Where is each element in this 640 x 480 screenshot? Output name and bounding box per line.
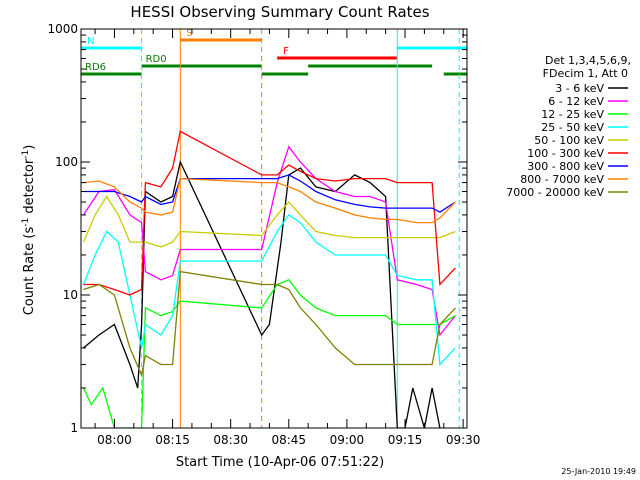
- y-axis-label-part: Count Rate (s: [22, 227, 37, 316]
- series-line: [83, 160, 441, 428]
- legend-header-line: Det 1,3,4,5,6,9,: [545, 54, 631, 67]
- flag-label: RD6: [85, 62, 106, 73]
- x-tick-label: 09:30: [446, 433, 481, 447]
- y-tick-label: 1: [70, 421, 78, 435]
- x-tick-label: 08:00: [97, 433, 132, 447]
- legend-label: 6 - 12 keV: [548, 95, 604, 108]
- chart-title: HESSI Observing Summary Count Rates: [130, 3, 429, 21]
- plot-frame: [80, 28, 468, 429]
- legend-label: 25 - 50 keV: [541, 121, 604, 134]
- y-axis-label-sup: -1: [21, 218, 31, 227]
- y-tick-label: 10: [63, 288, 78, 302]
- flag-vlines: [141, 29, 460, 428]
- footer-timestamp: 25-Jan-2010 19:49: [561, 467, 636, 476]
- y-axis-label-part: detector: [22, 158, 37, 218]
- legend: Det 1,3,4,5,6,9, FDecim 1, Att 0 3 - 6 k…: [506, 54, 631, 199]
- flag-label: RD0: [146, 54, 167, 65]
- series-line: [83, 177, 456, 224]
- series-lines: [82, 130, 456, 428]
- y-axis-ticks: 1 10 100 1000: [47, 22, 467, 435]
- legend-label: 100 - 300 keV: [527, 147, 604, 160]
- series-line: [82, 214, 456, 367]
- x-tick-label: 08:30: [213, 433, 248, 447]
- series-line: [82, 145, 456, 337]
- flag-label: N: [87, 36, 94, 47]
- x-tick-label: 08:15: [155, 433, 190, 447]
- flag-label: F: [283, 46, 289, 57]
- legend-label: 12 - 25 keV: [541, 108, 604, 121]
- legend-label: 3 - 6 keV: [555, 82, 604, 95]
- y-axis-label-part: ): [22, 145, 37, 150]
- series-line: [83, 130, 456, 296]
- series-line: [83, 270, 456, 378]
- series-line: [82, 195, 456, 248]
- x-tick-label: 09:00: [330, 433, 365, 447]
- y-tick-label: 1000: [47, 22, 78, 36]
- x-tick-label: 09:15: [388, 433, 423, 447]
- series-line: [82, 279, 456, 428]
- series-line: [83, 174, 456, 213]
- legend-label: 300 - 800 keV: [527, 160, 604, 173]
- flag-label: S: [186, 28, 192, 39]
- y-axis-label: Count Rate (s-1 detector-1): [21, 145, 37, 316]
- y-axis-label-sup: -1: [21, 150, 31, 159]
- legend-label: 800 - 7000 keV: [520, 173, 604, 186]
- flag-bars: N S F RD0 RD6: [81, 28, 467, 76]
- legend-header-line: FDecim 1, Att 0: [543, 67, 628, 80]
- x-axis-ticks: 08:00 08:15 08:30 08:45 09:00 09:15 09:30: [94, 29, 481, 447]
- x-axis-label: Start Time (10-Apr-06 07:51:22): [176, 455, 384, 470]
- y-tick-label: 100: [55, 155, 78, 169]
- legend-label: 50 - 100 keV: [534, 134, 604, 147]
- svg-text:Count Rate (s-1 detector-1): Count Rate (s-1 detector-1): [21, 145, 37, 316]
- x-tick-label: 08:45: [271, 433, 306, 447]
- legend-label: 7000 - 20000 keV: [506, 186, 604, 199]
